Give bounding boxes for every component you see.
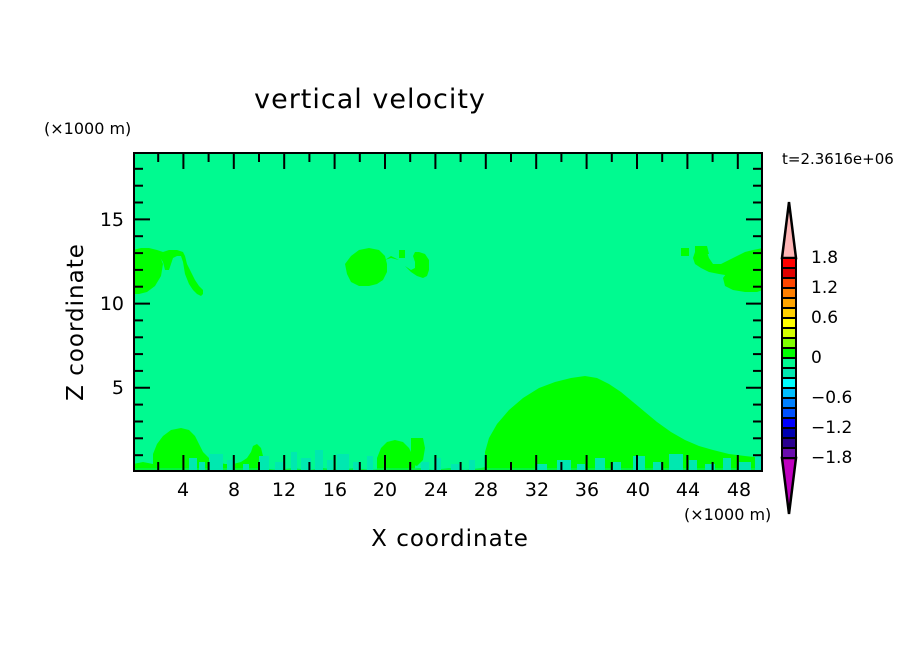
region-bottom-smear — [133, 462, 763, 472]
region-lower-left-blob — [153, 428, 263, 472]
region-upper-right-dot-b — [695, 246, 709, 254]
region-lower-right-dome — [485, 376, 763, 472]
y-tick-label-10: 10 — [99, 293, 124, 315]
plot-frame — [133, 152, 763, 472]
x-tick-label-16: 16 — [322, 479, 348, 501]
region-upper-mid-plume — [345, 248, 387, 286]
contour-field — [133, 152, 763, 472]
x-tick-label-36: 36 — [574, 479, 600, 501]
colorbar-scale[interactable] — [775, 196, 811, 520]
x-tick-label-40: 40 — [625, 479, 651, 501]
region-lower-mid-blob — [377, 440, 415, 472]
colorbar-label-6: −1.2 — [811, 418, 853, 438]
x-tick-label-8: 8 — [227, 479, 241, 501]
region-upper-mid-plume-arm — [385, 252, 429, 278]
x-axis-title: X coordinate — [371, 526, 529, 552]
colorbar[interactable] — [775, 196, 811, 520]
field-regions — [133, 246, 763, 472]
x-tick-label-24: 24 — [423, 479, 449, 501]
region-upper-left-plume-tail — [133, 248, 163, 294]
y-axis-ticks — [133, 167, 150, 457]
colorbar-label-7: −1.8 — [811, 448, 853, 468]
x-tick-label-48: 48 — [726, 479, 752, 501]
y-axis-ticks-right — [746, 167, 763, 457]
colorbar-label-5: −0.6 — [811, 388, 853, 408]
x-tick-label-4: 4 — [176, 479, 190, 501]
region-bottom-fringe — [133, 468, 763, 470]
y-axis-unit-label: (×1000 m) — [44, 119, 132, 138]
contour-plot-panel — [133, 152, 763, 472]
colorbar-label-2: 1.2 — [811, 278, 839, 298]
region-upper-right-plume-body — [723, 252, 763, 292]
colorbar-label-1: 1.8 — [811, 248, 839, 268]
colorbar-under-arrow — [780, 456, 798, 515]
region-upper-left-plume — [133, 248, 203, 296]
x-tick-label-32: 32 — [524, 479, 550, 501]
field-background — [133, 152, 763, 472]
region-lower-mid-blob-cap — [411, 438, 425, 466]
x-tick-label-12: 12 — [271, 479, 297, 501]
y-tick-label-15: 15 — [99, 209, 124, 231]
colorbar-label-4: 0 — [811, 348, 822, 368]
x-axis-ticks-top — [157, 152, 739, 169]
x-tick-label-28: 28 — [473, 479, 499, 501]
colorbar-over-arrow — [780, 201, 798, 260]
y-tick-label-5: 5 — [111, 377, 124, 399]
x-tick-label-20: 20 — [372, 479, 398, 501]
page-title: vertical velocity — [254, 84, 486, 115]
region-upper-mid-plume-dot — [399, 250, 405, 258]
x-axis-unit-label: (×1000 m) — [684, 505, 772, 524]
x-tick-label-44: 44 — [675, 479, 701, 501]
colorbar-label-3: 0.6 — [811, 308, 839, 328]
timestamp-annotation: t=2.3616e+06 — [782, 150, 894, 168]
x-axis-ticks — [157, 455, 739, 472]
region-upper-right-dot-a — [681, 248, 689, 256]
colorbar-bands — [781, 257, 797, 459]
